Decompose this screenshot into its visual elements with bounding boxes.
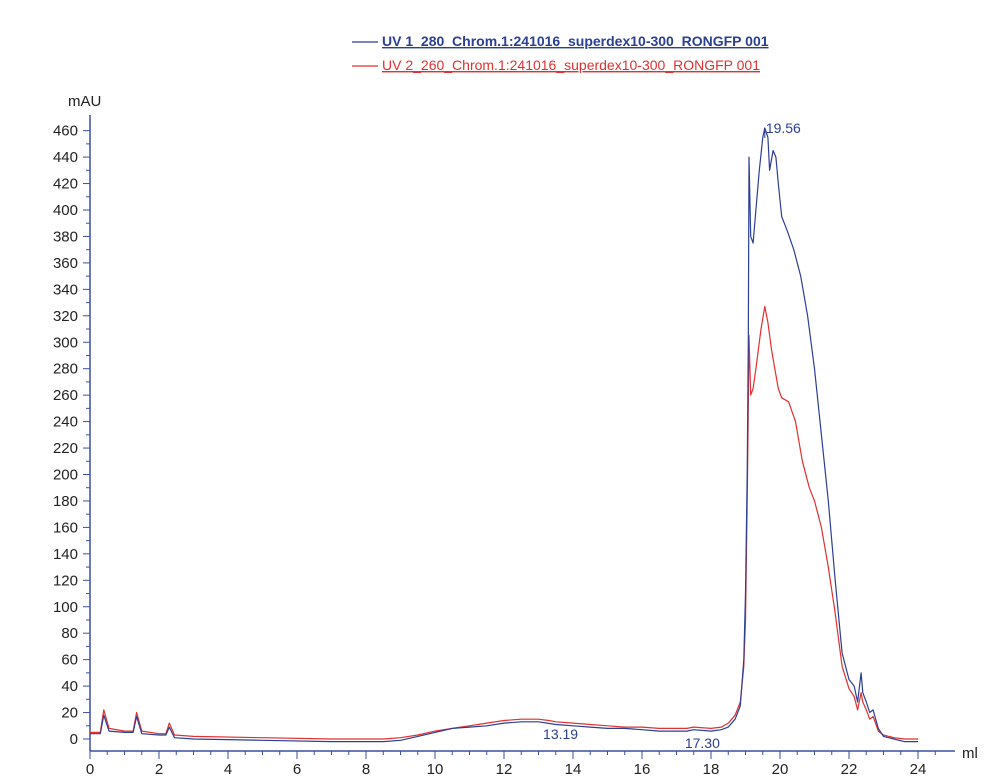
y-tick-label: 220 bbox=[53, 440, 78, 457]
x-tick-label: 16 bbox=[634, 761, 651, 778]
peak-label: 13.19 bbox=[543, 726, 578, 742]
y-tick-label: 280 bbox=[53, 361, 78, 378]
x-tick-label: 20 bbox=[772, 761, 789, 778]
y-tick-label: 80 bbox=[61, 625, 78, 642]
legend-entry-2: UV 2_260_Chrom.1:241016_superdex10-300_R… bbox=[382, 57, 760, 73]
x-tick-label: 8 bbox=[362, 761, 370, 778]
y-tick-label: 420 bbox=[53, 176, 78, 193]
peak-label: 19.56 bbox=[766, 120, 801, 136]
x-tick-label: 24 bbox=[910, 761, 927, 778]
y-tick-label: 160 bbox=[53, 519, 78, 536]
y-tick-label: 240 bbox=[53, 414, 78, 431]
y-tick-label: 260 bbox=[53, 387, 78, 404]
y-tick-label: 120 bbox=[53, 572, 78, 589]
y-tick-label: 460 bbox=[53, 123, 78, 140]
y-tick-label: 140 bbox=[53, 546, 78, 563]
y-tick-label: 360 bbox=[53, 255, 78, 272]
y-tick-label: 60 bbox=[61, 652, 78, 669]
x-tick-label: 2 bbox=[155, 761, 163, 778]
series-line-1 bbox=[90, 127, 918, 743]
y-tick-label: 380 bbox=[53, 228, 78, 245]
x-tick-label: 18 bbox=[703, 761, 720, 778]
y-tick-label: 100 bbox=[53, 599, 78, 616]
y-tick-label: 320 bbox=[53, 308, 78, 325]
x-tick-label: 14 bbox=[565, 761, 582, 778]
series-line-2 bbox=[90, 305, 918, 740]
peak-label: 17.30 bbox=[685, 735, 720, 751]
x-tick-label: 10 bbox=[427, 761, 444, 778]
y-tick-label: 340 bbox=[53, 281, 78, 298]
y-tick-label: 180 bbox=[53, 493, 78, 510]
legend-entry-1: UV 1_280_Chrom.1:241016_superdex10-300_R… bbox=[382, 33, 769, 49]
y-tick-label: 20 bbox=[61, 705, 78, 722]
y-axis-unit: mAU bbox=[68, 93, 101, 110]
x-tick-label: 22 bbox=[841, 761, 858, 778]
y-tick-label: 400 bbox=[53, 202, 78, 219]
x-tick-label: 12 bbox=[496, 761, 513, 778]
x-tick-label: 0 bbox=[86, 761, 94, 778]
x-tick-label: 4 bbox=[224, 761, 232, 778]
y-tick-label: 440 bbox=[53, 149, 78, 166]
y-tick-label: 300 bbox=[53, 334, 78, 351]
x-tick-label: 6 bbox=[293, 761, 301, 778]
y-tick-label: 200 bbox=[53, 467, 78, 484]
y-tick-label: 0 bbox=[70, 731, 78, 748]
x-axis-unit: ml bbox=[962, 745, 978, 762]
y-tick-label: 40 bbox=[61, 678, 78, 695]
